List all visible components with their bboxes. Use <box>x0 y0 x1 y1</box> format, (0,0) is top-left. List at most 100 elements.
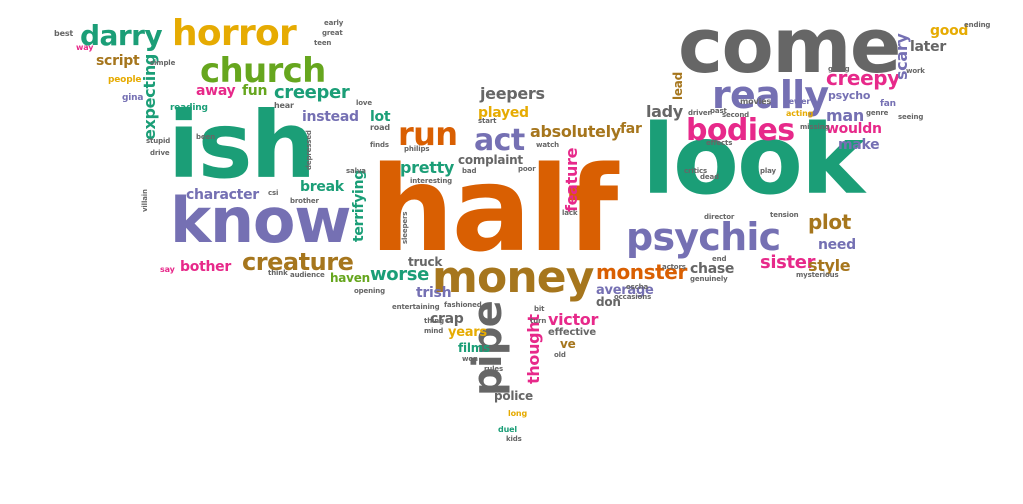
word-poor: poor <box>518 165 536 173</box>
word-lot: lot <box>370 109 391 125</box>
word-entertaining: entertaining <box>392 303 440 311</box>
word-half: half <box>370 140 618 278</box>
word-bodies: bodies <box>686 113 795 148</box>
word-terrifying: terrifying <box>351 170 367 242</box>
word-worse: worse <box>370 264 429 285</box>
word-plot: plot <box>808 210 851 234</box>
word-effective: effective <box>548 327 596 338</box>
word-come: come <box>678 1 901 90</box>
word-good: good <box>930 23 969 39</box>
word-absolutely: absolutely <box>530 122 621 141</box>
word-ve: ve <box>560 337 576 351</box>
word-early: early <box>324 19 344 27</box>
word-sleepers: sleepers <box>401 211 409 244</box>
word-audience: audience <box>290 271 325 279</box>
word-seeing: seeing <box>898 113 924 121</box>
word-actors: actors <box>662 263 686 271</box>
word-fan: fan <box>880 99 896 109</box>
word-chase: chase <box>690 261 735 277</box>
word-psychic: psychic <box>626 215 781 259</box>
word-sewer: sewer <box>784 97 811 106</box>
word-best: best <box>54 29 74 38</box>
word-thing: thing <box>424 317 445 325</box>
word-average: average <box>596 283 654 298</box>
word-mind: mind <box>424 327 444 335</box>
word-second: second <box>722 111 750 119</box>
word-fashioned: fashioned <box>444 301 482 309</box>
word-script: script <box>96 53 140 69</box>
word-ending: ending <box>964 21 991 29</box>
word-character: character <box>186 187 259 203</box>
word-duel: duel <box>498 425 517 434</box>
word-victor: victor <box>548 310 599 329</box>
word-finds: finds <box>370 141 389 149</box>
word-critics: critics <box>684 167 708 175</box>
word-years: years <box>448 325 487 340</box>
word-work: work <box>906 67 925 75</box>
word-tension: tension <box>770 211 799 219</box>
word-psycho: psycho <box>828 89 871 102</box>
word-money: money <box>432 252 594 303</box>
word-teen: teen <box>314 39 332 47</box>
word-style: style <box>808 256 851 275</box>
word-fun: fun <box>242 83 268 99</box>
word-lack: lack <box>562 209 578 217</box>
word-watch: watch <box>536 141 559 149</box>
word-depressed: depressed <box>305 130 313 170</box>
word-bit: bit <box>534 305 545 313</box>
word-genre: genre <box>866 109 889 117</box>
word-driver: driver <box>688 109 711 117</box>
word-past: past <box>710 107 727 115</box>
word-don: don <box>596 295 621 309</box>
word-brother: brother <box>290 197 319 205</box>
word-complaint: complaint <box>458 153 523 167</box>
word-sister: sister <box>760 252 816 273</box>
word-ish: ish <box>168 92 316 199</box>
word-police: police <box>494 389 533 403</box>
word-far: far <box>620 121 642 137</box>
word-gina: gina <box>122 93 144 103</box>
word-need: need <box>818 237 856 253</box>
word-dead: dead <box>700 173 719 181</box>
word-way: way <box>76 43 94 52</box>
word-truck: truck <box>408 255 443 269</box>
word-road: road <box>370 123 390 132</box>
word-simple: simple <box>150 59 176 67</box>
word-interesting: interesting <box>410 177 453 185</box>
word-pretty: pretty <box>400 158 455 177</box>
word-drive: drive <box>150 149 170 157</box>
word-make: make <box>838 137 880 153</box>
word-movies: movies <box>740 97 772 106</box>
word-been: been <box>196 133 215 141</box>
word-horror: horror <box>172 13 297 54</box>
word-look: look <box>642 104 865 216</box>
word-creeper: creeper <box>274 82 350 103</box>
word-reading: reading <box>170 103 208 113</box>
word-play: play <box>760 167 776 175</box>
word-villain: villain <box>141 189 149 212</box>
word-feature: feature <box>562 147 581 212</box>
word-mysterious: mysterious <box>796 271 839 279</box>
word-turn: turn <box>530 317 547 325</box>
word-break: break <box>300 179 344 195</box>
word-instead: instead <box>302 109 359 125</box>
word-lady: lady <box>646 102 683 121</box>
word-know: know <box>170 184 352 257</box>
word-stupid: stupid <box>146 137 171 145</box>
word-love: love <box>356 99 372 107</box>
word-creature: creature <box>242 248 354 276</box>
word-later: later <box>910 39 946 55</box>
word-creepy: creepy <box>826 66 900 90</box>
word-jeepers: jeepers <box>480 84 545 103</box>
word-end: end <box>712 255 727 263</box>
word-philips: philips <box>404 145 430 153</box>
word-director: director <box>704 213 735 221</box>
word-haven: haven <box>330 271 370 285</box>
word-lead: lead <box>671 72 685 100</box>
word-darry: darry <box>80 19 163 52</box>
word-kids: kids <box>506 435 522 443</box>
word-old: old <box>554 351 566 359</box>
word-hear: hear <box>274 101 294 110</box>
word-start: start <box>478 117 497 125</box>
